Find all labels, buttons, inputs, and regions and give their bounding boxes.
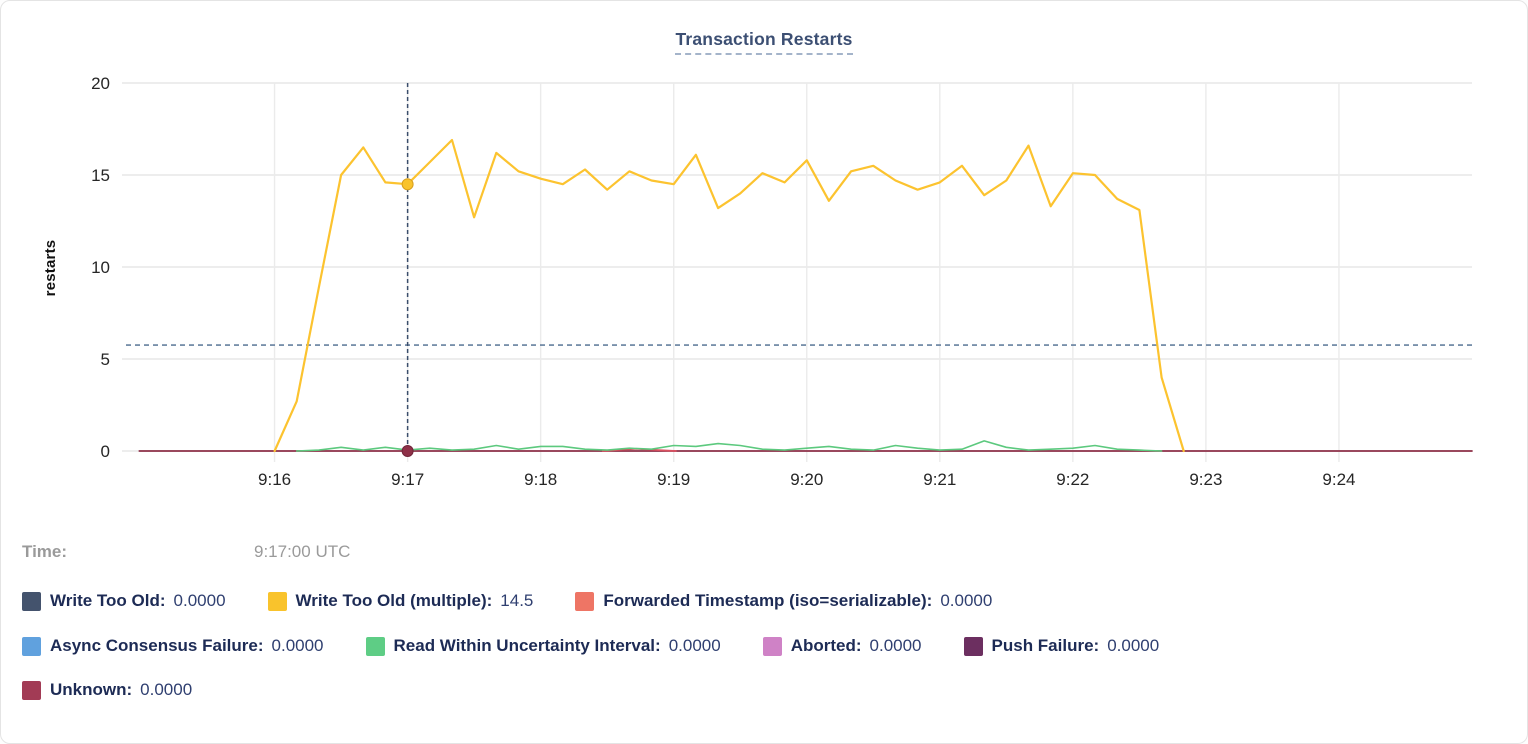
y-tick-label-5: 5 xyxy=(101,350,110,369)
x-tick-label-9:21: 9:21 xyxy=(923,470,956,489)
legend-swatch-push-failure xyxy=(963,636,983,656)
hover-dot-write-too-old-multiple xyxy=(401,178,414,191)
legend-swatch-write-too-old xyxy=(22,591,41,611)
legend-item-read-within-uncertainty-interval: Read Within Uncertainty Interval: 0.0000 xyxy=(365,636,721,656)
hover-time-label: Time: xyxy=(22,542,68,561)
legend-swatch-read-within-uncertainty-interval xyxy=(365,636,385,656)
legend-item-aborted: Aborted: 0.0000 xyxy=(762,636,922,656)
x-tick-label-9:22: 9:22 xyxy=(1056,470,1089,489)
x-tick-label-9:20: 9:20 xyxy=(790,470,823,489)
series-line-write-too-old-multiple xyxy=(273,138,1185,453)
legend-item-write-too-old-multiple: Write Too Old (multiple): 14.5 xyxy=(267,591,534,611)
legend-label-unknown: Unknown: xyxy=(50,680,133,699)
legend-label-forwarded-timestamp: Forwarded Timestamp (iso=serializable): xyxy=(603,591,933,610)
chart-title-wrap: Transaction Restarts xyxy=(1,29,1527,55)
legend-swatch-unknown xyxy=(22,680,41,700)
series-line-read-within-uncertainty-interval xyxy=(295,440,1163,452)
x-tick-label-9:16: 9:16 xyxy=(258,470,291,489)
legend-label-read-within-uncertainty-interval: Read Within Uncertainty Interval: xyxy=(393,636,661,655)
legend-label-write-too-old-multiple: Write Too Old (multiple): xyxy=(295,591,493,610)
legend-value-forwarded-timestamp: 0.0000 xyxy=(940,591,993,610)
transaction-restarts-chart: 0 5 10 15 20 9:16 9:17 9:18 9:19 9:20 9:21 9:22 9:23… xyxy=(91,74,1473,489)
legend-row-3: Unknown: 0.0000 xyxy=(1,680,1527,700)
x-tick-label-9:17: 9:17 xyxy=(391,470,424,489)
x-tick-label-9:18: 9:18 xyxy=(524,470,557,489)
legend-value-write-too-old: 0.0000 xyxy=(173,591,226,610)
legend-swatch-aborted xyxy=(762,636,782,656)
chart-canvas[interactable]: 0 5 10 15 20 9:16 9:17 9:18 9:19 9:20 9:21 9:22 9:23… xyxy=(1,1,1527,521)
x-tick-label-9:24: 9:24 xyxy=(1322,470,1355,489)
legend-item-forwarded-timestamp: Forwarded Timestamp (iso=serializable): 0… xyxy=(575,591,992,611)
legend-swatch-forwarded-timestamp xyxy=(575,591,595,611)
x-tick-label-9:23: 9:23 xyxy=(1189,470,1222,489)
legend-row-1: Write Too Old: 0.0000 Write Too Old (multi… xyxy=(1,591,1527,611)
y-tick-label-10: 10 xyxy=(91,258,110,277)
legend-item-write-too-old: Write Too Old: 0.0000 xyxy=(22,591,226,611)
legend-value-unknown: 0.0000 xyxy=(140,680,193,699)
legend-label-aborted: Aborted: xyxy=(790,636,862,655)
x-tick-label-9:19: 9:19 xyxy=(657,470,690,489)
legend-row-2: Async Consensus Failure: 0.0000 Read Withi… xyxy=(1,636,1527,656)
legend-value-aborted: 0.0000 xyxy=(869,636,922,655)
legend-swatch-async-consensus-failure xyxy=(22,636,41,656)
legend-value-read-within-uncertainty-interval: 0.0000 xyxy=(668,636,721,655)
y-tick-label-0: 0 xyxy=(101,442,110,461)
legend-value-write-too-old-multiple: 14.5 xyxy=(500,591,534,610)
hover-time-value: 9:17:00 UTC xyxy=(254,542,351,561)
y-tick-label-20: 20 xyxy=(91,74,110,93)
legend-item-async-consensus-failure: Async Consensus Failure: 0.0000 xyxy=(22,636,324,656)
chart-title[interactable]: Transaction Restarts xyxy=(675,29,853,55)
legend-value-push-failure: 0.0000 xyxy=(1107,636,1160,655)
legend-label-async-consensus-failure: Async Consensus Failure: xyxy=(50,636,264,655)
legend-value-async-consensus-failure: 0.0000 xyxy=(271,636,324,655)
legend-label-push-failure: Push Failure: xyxy=(991,636,1100,655)
y-tick-label-15: 15 xyxy=(91,166,110,185)
legend-item-push-failure: Push Failure: 0.0000 xyxy=(963,636,1160,656)
legend-label-write-too-old: Write Too Old: xyxy=(50,591,166,610)
hover-time-row: Time: 9:17:00 UTC xyxy=(1,542,1527,562)
hover-dot-unknown xyxy=(401,445,414,457)
legend-item-unknown: Unknown: 0.0000 xyxy=(22,680,192,700)
legend-swatch-write-too-old-multiple xyxy=(267,591,287,611)
